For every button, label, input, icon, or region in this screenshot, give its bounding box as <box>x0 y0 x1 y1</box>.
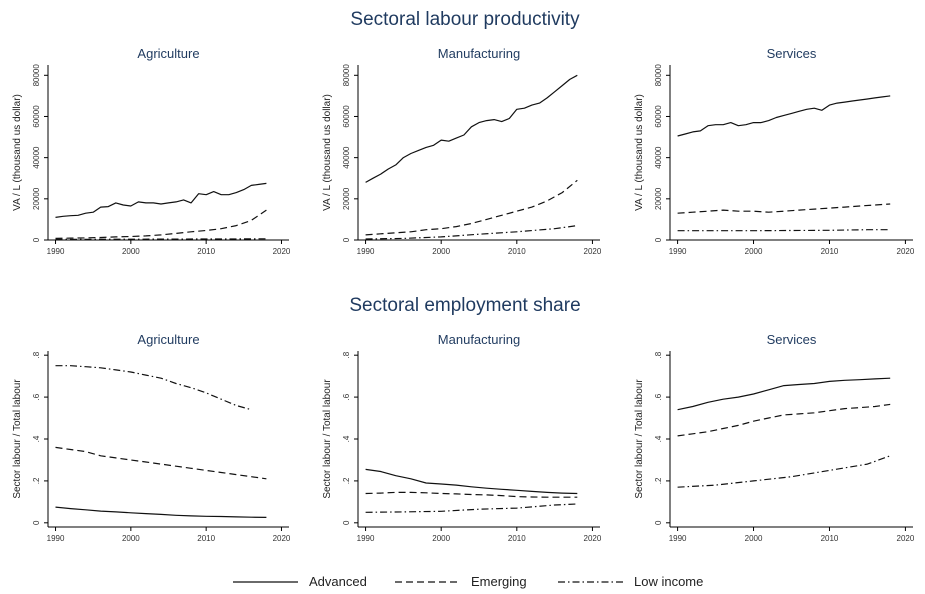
y-tick-label: .8 <box>654 351 663 358</box>
panel-title: Manufacturing <box>438 332 520 347</box>
y-axis-label: Sector labour / Total labour <box>634 379 645 499</box>
chart-panel: Agriculture 0 20000 40000 60000 80000 1990 2000… <box>12 46 291 256</box>
y-axis-label: Sector labour / Total labour <box>12 379 23 499</box>
panel-title: Services <box>767 332 817 347</box>
legend-label: Advanced <box>309 574 367 589</box>
series-line-emerging <box>55 209 267 239</box>
series-line-low-income <box>55 365 252 411</box>
series-line-advanced <box>55 506 267 518</box>
x-tick-label: 2010 <box>821 247 839 256</box>
x-tick-label: 1990 <box>357 534 375 543</box>
series-line-advanced <box>365 468 578 495</box>
series-line-emerging <box>365 491 578 498</box>
y-tick-label: 0 <box>32 520 41 525</box>
series-line-low-income <box>365 225 578 240</box>
x-tick-label: 2010 <box>197 534 215 543</box>
x-tick-label: 2000 <box>745 247 763 256</box>
x-tick-label: 2020 <box>897 534 915 543</box>
y-tick-label: 0 <box>32 237 41 242</box>
x-tick-label: 2000 <box>745 534 763 543</box>
y-axis-label: VA / L (thousand us dollar) <box>12 94 23 211</box>
y-tick-label: 0 <box>342 520 351 525</box>
legend: Advanced Emerging Low income <box>233 574 703 589</box>
chart-panel: Manufacturing 0 .2 .4 .6 .8 1990 2000 2010 2020 Se… <box>322 332 602 543</box>
series-line-advanced <box>365 74 578 183</box>
y-tick-label: .6 <box>342 393 351 400</box>
chart-panel: Manufacturing 0 20000 40000 60000 80000 1990 20… <box>322 46 602 256</box>
x-tick-label: 1990 <box>357 247 375 256</box>
y-tick-label: 40000 <box>654 146 663 169</box>
legend-label: Low income <box>634 574 703 589</box>
y-tick-label: .4 <box>32 435 41 442</box>
panel-title: Manufacturing <box>438 46 520 61</box>
series-line-advanced <box>677 95 891 137</box>
x-tick-label: 2020 <box>897 247 915 256</box>
x-tick-label: 1990 <box>47 534 65 543</box>
series-line-advanced <box>55 182 267 218</box>
x-tick-label: 2020 <box>584 247 602 256</box>
x-tick-label: 2010 <box>821 534 839 543</box>
y-tick-label: .2 <box>654 477 663 484</box>
y-tick-label: 80000 <box>342 64 351 87</box>
x-tick-label: 2000 <box>432 247 450 256</box>
y-tick-label: 80000 <box>32 64 41 87</box>
y-axis-label: Sector labour / Total labour <box>322 379 333 499</box>
series-line-emerging <box>677 403 891 437</box>
x-tick-label: 2000 <box>122 247 140 256</box>
legend-label: Emerging <box>471 574 527 589</box>
y-tick-label: 40000 <box>32 146 41 169</box>
y-tick-label: .2 <box>32 477 41 484</box>
y-tick-label: .2 <box>342 477 351 484</box>
series-line-low-income <box>677 455 891 488</box>
x-tick-label: 2000 <box>122 534 140 543</box>
y-axis-label: VA / L (thousand us dollar) <box>322 94 333 211</box>
panel-title: Agriculture <box>137 46 199 61</box>
x-tick-label: 2010 <box>197 247 215 256</box>
x-tick-label: 2020 <box>273 534 291 543</box>
y-tick-label: 20000 <box>32 187 41 210</box>
panel-title: Services <box>767 46 817 61</box>
panel-title: Agriculture <box>137 332 199 347</box>
y-tick-label: 60000 <box>654 105 663 128</box>
y-tick-label: .6 <box>32 393 41 400</box>
chart-panel: Agriculture 0 .2 .4 .6 .8 1990 2000 2010 2020 Sect… <box>12 332 291 543</box>
series-line-low-income <box>365 503 578 513</box>
y-tick-label: 60000 <box>342 105 351 128</box>
y-tick-label: 0 <box>654 520 663 525</box>
y-tick-label: 80000 <box>654 64 663 87</box>
x-tick-label: 1990 <box>669 247 687 256</box>
y-tick-label: .8 <box>342 351 351 358</box>
series-line-emerging <box>677 203 891 214</box>
section-title-productivity: Sectoral labour productivity <box>350 9 580 30</box>
y-tick-label: 0 <box>654 237 663 242</box>
x-tick-label: 2010 <box>508 247 526 256</box>
series-line-emerging <box>55 446 267 480</box>
x-tick-label: 2020 <box>273 247 291 256</box>
series-line-low-income <box>55 238 267 240</box>
series-line-low-income <box>677 229 891 232</box>
y-tick-label: 20000 <box>654 187 663 210</box>
x-tick-label: 2000 <box>432 534 450 543</box>
section-title-employment: Sectoral employment share <box>349 295 580 316</box>
x-tick-label: 1990 <box>669 534 687 543</box>
y-axis-label: VA / L (thousand us dollar) <box>634 94 645 211</box>
y-tick-label: 20000 <box>342 187 351 210</box>
y-tick-label: 40000 <box>342 146 351 169</box>
y-tick-label: .4 <box>342 435 351 442</box>
y-tick-label: .4 <box>654 435 663 442</box>
series-line-emerging <box>365 179 578 236</box>
y-tick-label: 0 <box>342 237 351 242</box>
chart-panel: Services 0 20000 40000 60000 80000 1990 2000 201… <box>634 46 915 256</box>
x-tick-label: 2010 <box>508 534 526 543</box>
series-line-advanced <box>677 377 891 411</box>
y-tick-label: 60000 <box>32 105 41 128</box>
y-tick-label: .8 <box>32 351 41 358</box>
x-tick-label: 2020 <box>584 534 602 543</box>
y-tick-label: .6 <box>654 393 663 400</box>
x-tick-label: 1990 <box>47 247 65 256</box>
chart-panel: Services 0 .2 .4 .6 .8 1990 2000 2010 2020 Sector … <box>634 332 915 543</box>
